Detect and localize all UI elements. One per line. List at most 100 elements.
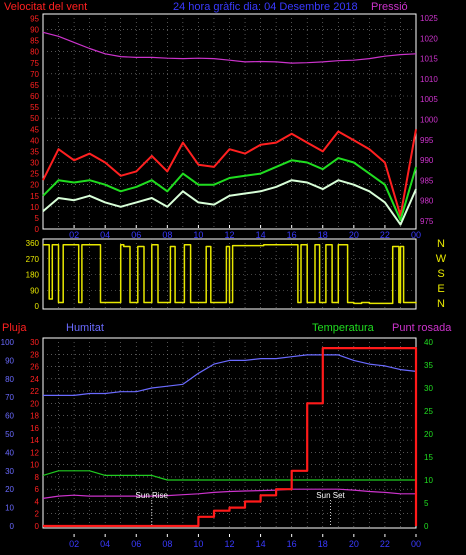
wind-x-ticks: 02 04 06 08 10 12 14 16 18 20 22 00 xyxy=(69,225,421,240)
x-tick-label: 12 xyxy=(224,230,234,240)
wind-tick-label: 65 xyxy=(30,81,39,90)
compass-letter: N xyxy=(437,298,445,310)
compass-letter: E xyxy=(437,283,444,295)
series-line-velocitat-del-vent xyxy=(42,129,417,217)
pressure-tick-label: 985 xyxy=(420,176,434,185)
temperature-tick-label: 30 xyxy=(424,384,433,393)
x-tick-label: 06 xyxy=(131,539,141,549)
x-tick-label: 10 xyxy=(193,230,203,240)
temperature-tick-label: 10 xyxy=(424,476,433,485)
x-tick-label: 18 xyxy=(318,230,328,240)
wind-tick-label: 30 xyxy=(30,159,39,168)
wind-direction-line xyxy=(43,244,417,305)
rain-tick-label: 22 xyxy=(30,387,39,396)
rain-x-ticks: 02 04 06 08 10 12 14 16 18 20 22 00 xyxy=(69,534,421,549)
rain-tick-label: 18 xyxy=(30,412,39,421)
series-line-temperatura xyxy=(42,157,417,222)
x-tick-label: 08 xyxy=(162,539,172,549)
wind-tick-label: 20 xyxy=(30,181,39,190)
rain-tick-label: 28 xyxy=(30,350,39,359)
series-line-punt-rosada xyxy=(42,488,416,499)
pressure-tick-label: 1015 xyxy=(420,55,438,64)
rain-tick-label: 16 xyxy=(30,424,39,433)
x-tick-label: 20 xyxy=(349,230,359,240)
x-tick-label: 10 xyxy=(193,539,203,549)
wind-tick-label: 35 xyxy=(30,147,39,156)
rain-tick-label: 4 xyxy=(35,497,40,506)
humidity-label: Humitat xyxy=(66,322,104,334)
sun-annotation-label: Sun Set xyxy=(316,491,345,500)
direction-tick-label: 180 xyxy=(26,271,40,280)
wind-tick-label: 60 xyxy=(30,92,39,101)
x-tick-label: 04 xyxy=(100,230,110,240)
sun-annotation-label: Sun Rise xyxy=(136,491,169,500)
rain-tick-label: 30 xyxy=(30,338,39,347)
wind-tick-label: 25 xyxy=(30,170,39,179)
wind-tick-label: 85 xyxy=(30,37,39,46)
humidity-tick-label: 0 xyxy=(10,522,15,531)
rain-tick-label: 0 xyxy=(35,522,40,531)
rain-tick-label: 14 xyxy=(30,436,39,445)
humidity-tick-label: 10 xyxy=(5,504,14,513)
humidity-tick-label: 90 xyxy=(5,356,14,365)
humidity-tick-label: 50 xyxy=(5,430,14,439)
wind-tick-label: 70 xyxy=(30,70,39,79)
direction-tick-label: 360 xyxy=(26,239,40,248)
temperature-tick-label: 0 xyxy=(424,522,429,531)
humidity-tick-label: 20 xyxy=(5,485,14,494)
rain-tick-label: 2 xyxy=(35,510,40,519)
wind-tick-label: 0 xyxy=(35,225,40,234)
wind-left-ticks: 0 5 10 15 20 25 30 35 40 45 50 55 60 65 70 75 80 85 90 95 xyxy=(30,14,39,234)
humidity-tick-label: 70 xyxy=(5,393,14,402)
temperature-tick-label: 40 xyxy=(424,338,433,347)
x-tick-label: 00 xyxy=(411,230,421,240)
wind-tick-label: 15 xyxy=(30,192,39,201)
series-line-pluja xyxy=(43,347,418,528)
series-line-temperatura xyxy=(42,470,416,481)
pressure-tick-label: 990 xyxy=(420,156,434,165)
humidity-tick-label: 30 xyxy=(5,467,14,476)
x-tick-label: 12 xyxy=(224,539,234,549)
pressure-tick-label: 975 xyxy=(420,217,434,226)
wind-panel-series xyxy=(42,31,417,226)
direction-tick-label: 270 xyxy=(26,255,40,264)
series-line-pressió xyxy=(42,31,417,64)
x-tick-label: 18 xyxy=(318,539,328,549)
pressure-tick-label: 1000 xyxy=(420,115,438,124)
compass-letter: S xyxy=(437,268,444,280)
rain-tick-label: 6 xyxy=(35,485,40,494)
dewpoint-label: Punt rosada xyxy=(392,322,452,334)
temperature-tick-label: 20 xyxy=(424,430,433,439)
rain-panel-grid xyxy=(43,338,416,528)
rain-tick-label: 20 xyxy=(30,399,39,408)
humidity-tick-label: 100 xyxy=(1,338,15,347)
x-tick-label: 22 xyxy=(380,539,390,549)
x-tick-label: 00 xyxy=(411,539,421,549)
direction-left-ticks: 0 90 180 270 360 xyxy=(26,239,40,311)
pressure-tick-label: 1025 xyxy=(420,14,438,23)
wind-tick-label: 90 xyxy=(30,26,39,35)
direction-panel-series xyxy=(43,244,417,305)
pressure-right-ticks: 975 980 985 990 995 1000 1005 1010 1015 1020 1025 xyxy=(420,14,438,226)
humidity-tick-label: 60 xyxy=(5,412,14,421)
rain-tick-label: 12 xyxy=(30,448,39,457)
rain-tick-label: 10 xyxy=(30,461,39,470)
pressure-tick-label: 995 xyxy=(420,136,434,145)
x-tick-label: 02 xyxy=(69,230,79,240)
pressure-tick-label: 1005 xyxy=(420,95,438,104)
rain-panel-series xyxy=(42,347,418,528)
x-tick-label: 20 xyxy=(349,539,359,549)
series-line-humitat xyxy=(43,354,417,396)
compass-letter: W xyxy=(436,253,447,265)
x-tick-label: 16 xyxy=(287,230,297,240)
temperature-tick-label: 25 xyxy=(424,407,433,416)
wind-axis-label: Velocitat del vent xyxy=(4,1,87,13)
x-tick-label: 02 xyxy=(69,539,79,549)
x-tick-label: 06 xyxy=(131,230,141,240)
temperature-label: Temperatura xyxy=(312,322,375,334)
temperature-tick-label: 5 xyxy=(424,499,429,508)
rain-tick-label: 26 xyxy=(30,363,39,372)
